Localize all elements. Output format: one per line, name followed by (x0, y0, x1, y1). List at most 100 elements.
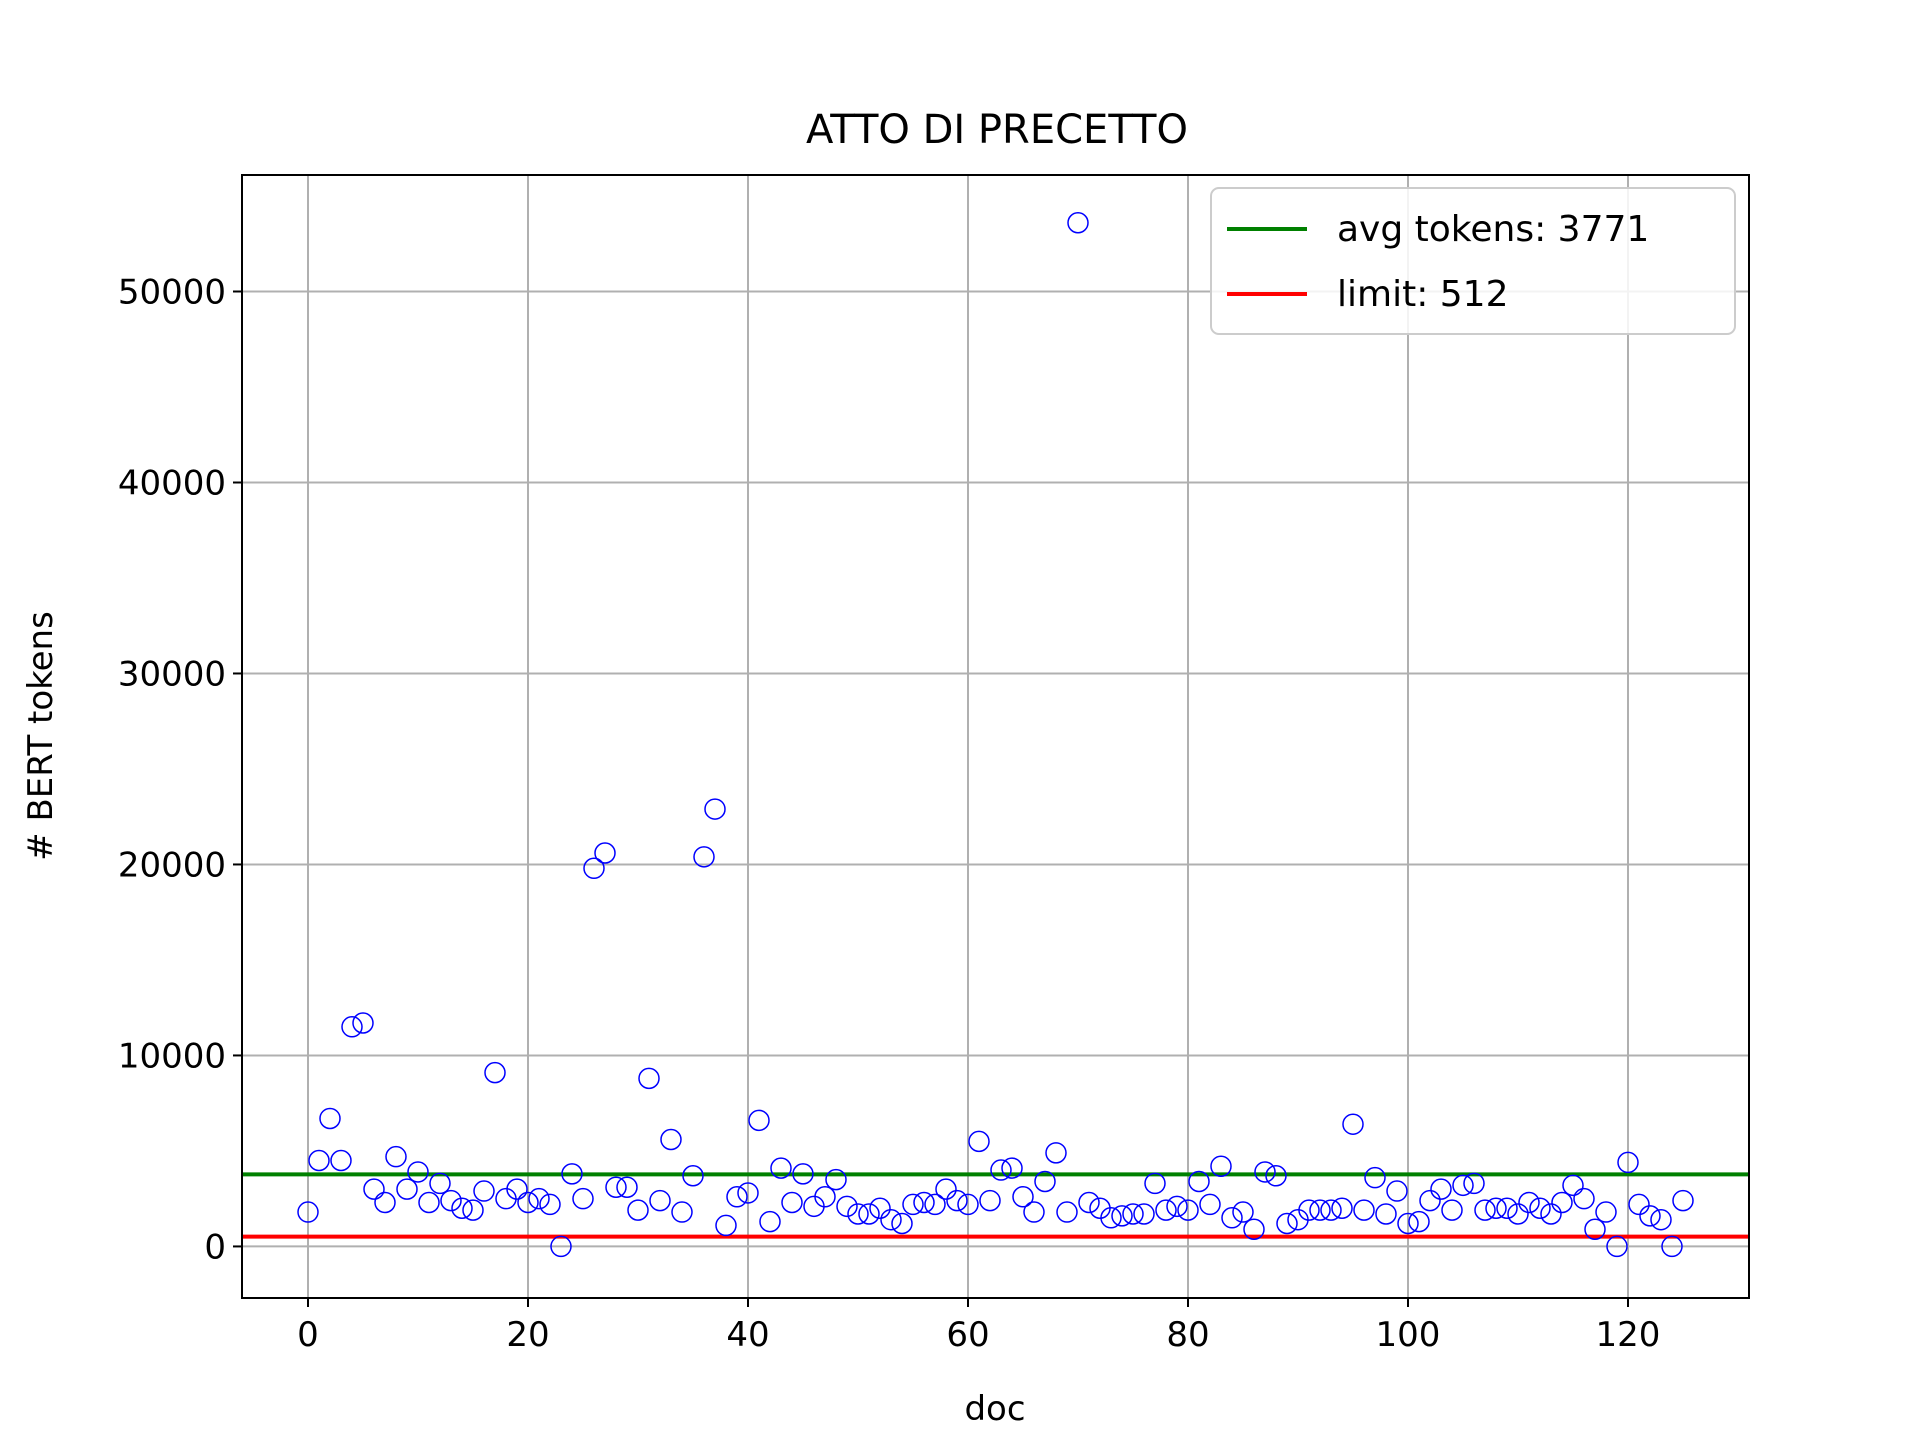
data-point (1133, 1203, 1155, 1225)
data-point (583, 857, 605, 880)
data-point (418, 1191, 440, 1214)
data-point (1155, 1199, 1177, 1221)
data-point (1496, 1197, 1518, 1219)
data-point (1474, 1199, 1496, 1221)
legend-box (1210, 187, 1736, 335)
data-point (539, 1193, 561, 1216)
data-point (1320, 1199, 1342, 1221)
data-point (1353, 1199, 1375, 1221)
x-tick-label: 40 (726, 1315, 769, 1355)
data-point (1650, 1208, 1672, 1231)
data-point (924, 1193, 946, 1216)
data-point (704, 798, 726, 820)
data-point (506, 1178, 528, 1200)
data-point (1518, 1191, 1540, 1214)
data-point (1364, 1166, 1386, 1189)
data-point (979, 1189, 1001, 1212)
data-point (1419, 1189, 1441, 1212)
data-point (1221, 1207, 1243, 1229)
data-point (847, 1203, 869, 1225)
data-point (1562, 1174, 1584, 1197)
data-point (737, 1182, 759, 1204)
data-point (759, 1210, 781, 1233)
data-point (1408, 1210, 1430, 1233)
data-point (1386, 1180, 1408, 1202)
x-axis-label: doc (964, 1389, 1025, 1429)
x-tick-label: 80 (1166, 1315, 1209, 1355)
data-point (1595, 1201, 1617, 1223)
x-tick-label: 0 (297, 1315, 319, 1355)
chart-title: ATTO DI PRECETTO (806, 107, 1188, 153)
data-point (1243, 1218, 1265, 1240)
data-point (1023, 1201, 1045, 1223)
y-tick-label: 0 (204, 1227, 226, 1267)
data-point (1441, 1199, 1463, 1221)
legend-label: avg tokens: 3771 (1337, 209, 1649, 250)
data-point (1485, 1197, 1507, 1219)
data-point (451, 1197, 473, 1219)
data-point (473, 1180, 495, 1202)
data-point (693, 846, 715, 868)
data-point (1067, 211, 1089, 234)
data-point (1430, 1178, 1452, 1200)
data-point (1540, 1203, 1562, 1225)
data-point (814, 1186, 836, 1208)
data-point (1012, 1186, 1034, 1208)
data-point (561, 1163, 583, 1185)
data-point (858, 1203, 880, 1225)
data-point (781, 1191, 803, 1214)
data-point (957, 1193, 979, 1216)
data-point (1331, 1197, 1353, 1219)
data-point (594, 842, 616, 864)
plot-frame (241, 174, 1750, 1299)
data-point (1606, 1235, 1628, 1258)
legend-label: limit: 512 (1337, 274, 1508, 315)
data-point (1276, 1212, 1298, 1235)
reference-lines (242, 1172, 1749, 1239)
data-point (605, 1176, 627, 1198)
data-point (913, 1191, 935, 1214)
data-point (1551, 1191, 1573, 1214)
data-point (990, 1159, 1012, 1181)
data-point (1452, 1174, 1474, 1197)
data-point (935, 1178, 957, 1200)
data-point (319, 1107, 341, 1130)
data-point (352, 1012, 374, 1034)
data-point (550, 1235, 572, 1258)
data-point (462, 1199, 484, 1221)
data-point (891, 1212, 913, 1235)
data-point (1188, 1170, 1210, 1193)
data-point (1617, 1151, 1639, 1174)
data-point (682, 1165, 704, 1187)
data-point (330, 1149, 352, 1172)
legend-items: avg tokens: 3771 limit: 512 (1227, 209, 1649, 315)
data-point (649, 1189, 671, 1212)
data-point (517, 1191, 539, 1214)
x-tick-label: 120 (1596, 1315, 1661, 1355)
data-point (385, 1145, 407, 1168)
data-point (1034, 1170, 1056, 1193)
data-point (1397, 1212, 1419, 1235)
data-point (792, 1163, 814, 1185)
data-point (902, 1193, 924, 1216)
data-point (748, 1109, 770, 1132)
data-point (638, 1067, 660, 1090)
data-point (1210, 1155, 1232, 1177)
data-point (1529, 1197, 1551, 1219)
data-point (836, 1195, 858, 1218)
data-point (1309, 1199, 1331, 1221)
data-point (1078, 1191, 1100, 1214)
data-point (1122, 1203, 1144, 1225)
data-point (484, 1061, 506, 1084)
data-point (715, 1214, 737, 1237)
x-axis-ticks: 0 20 40 60 80 100 120 (297, 1298, 1660, 1355)
legend: avg tokens: 3771 limit: 512 (1210, 187, 1736, 335)
data-point (429, 1172, 451, 1195)
data-point (1045, 1142, 1067, 1164)
data-point (1639, 1205, 1661, 1227)
data-point (1254, 1161, 1276, 1183)
data-point (363, 1178, 385, 1200)
data-point (1584, 1218, 1606, 1240)
data-point (1001, 1157, 1023, 1179)
y-tick-label: 50000 (118, 273, 226, 313)
